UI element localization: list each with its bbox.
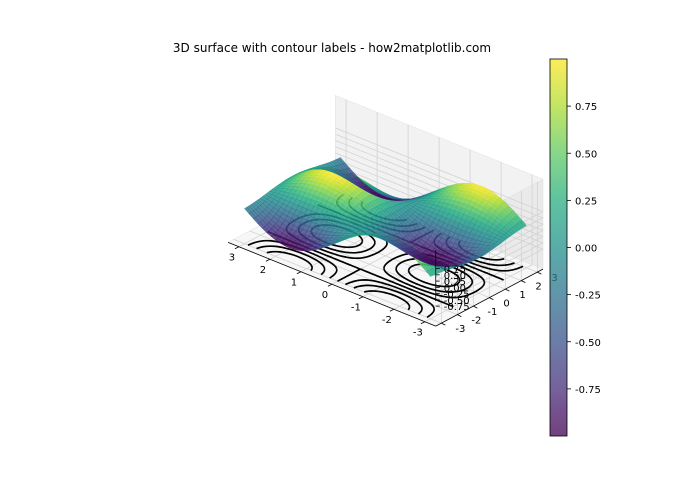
y-tick <box>473 305 478 309</box>
colorbar-gradient <box>550 59 567 436</box>
x-tick <box>420 321 426 325</box>
x-tick-label: 3 <box>229 253 235 264</box>
x-tick-label: 0 <box>322 290 328 301</box>
y-tick <box>505 288 510 292</box>
grid-line <box>435 242 544 301</box>
z-tick-label: -0.75 <box>444 302 470 313</box>
z-tick-label: 0.25 <box>444 277 466 288</box>
x-tick <box>327 283 333 287</box>
x-tick <box>389 308 395 312</box>
z-tick-label: -0.50 <box>444 296 470 307</box>
colorbar-tick-label: -0.75 <box>575 385 601 396</box>
y-tick <box>441 322 446 326</box>
z-tick-label: 0.75 <box>444 265 466 276</box>
surface-patch <box>519 220 527 228</box>
colorbar-tick-label: 0.75 <box>575 102 597 113</box>
grid-line <box>335 133 544 219</box>
z-tick-label: -0.25 <box>444 290 470 301</box>
grid-line <box>435 223 544 282</box>
x-tick <box>234 246 240 250</box>
y-tick-label: -1 <box>487 307 497 318</box>
colorbar-tick-label: -0.50 <box>575 338 601 349</box>
x-tick <box>265 258 271 262</box>
x-tick-label: -3 <box>413 328 423 339</box>
colorbar: 0.75 0.50 0.25 0.00 -0.25 -0.50 -0.75 <box>549 58 601 437</box>
z-tick-label: 0.50 <box>444 271 466 282</box>
y-tick <box>489 297 494 300</box>
x-tick-label: 2 <box>260 265 266 276</box>
y-tick <box>457 314 462 317</box>
x-tick <box>296 271 302 275</box>
y-tick-label: 0 <box>503 299 509 310</box>
chart-title: 3D surface with contour labels - how2mat… <box>173 41 491 55</box>
x-tick-label: -2 <box>382 315 392 326</box>
colorbar-ticks: 0.75 0.50 0.25 0.00 -0.25 -0.50 -0.75 <box>567 102 601 396</box>
colorbar-tick-label: 0.50 <box>575 149 597 160</box>
surface <box>244 157 527 277</box>
grid-line <box>435 236 544 294</box>
z-tick-label: 0.00 <box>444 283 466 294</box>
y-tick-label: 1 <box>519 290 525 301</box>
y-tick <box>537 271 542 275</box>
colorbar-tick-label: 0.00 <box>575 244 597 255</box>
colorbar-tick-label: 0.25 <box>575 196 597 207</box>
colorbar-tick-label: -0.25 <box>575 291 601 302</box>
x-axis-ticks: -3 -2 -1 0 1 2 3 <box>229 246 426 339</box>
y-tick-label: -2 <box>471 316 481 327</box>
grid-line <box>435 248 544 307</box>
x-tick-label: 1 <box>291 278 297 289</box>
grid-line <box>335 127 544 213</box>
z-axis-ticks: -0.75-0.50-0.250.000.250.500.75 <box>435 265 470 313</box>
x-tick-label: -1 <box>351 303 361 314</box>
y-tick-label: 2 <box>535 282 541 293</box>
x-tick <box>358 296 364 300</box>
y-tick <box>521 280 526 283</box>
y-tick-label: -3 <box>455 324 465 335</box>
